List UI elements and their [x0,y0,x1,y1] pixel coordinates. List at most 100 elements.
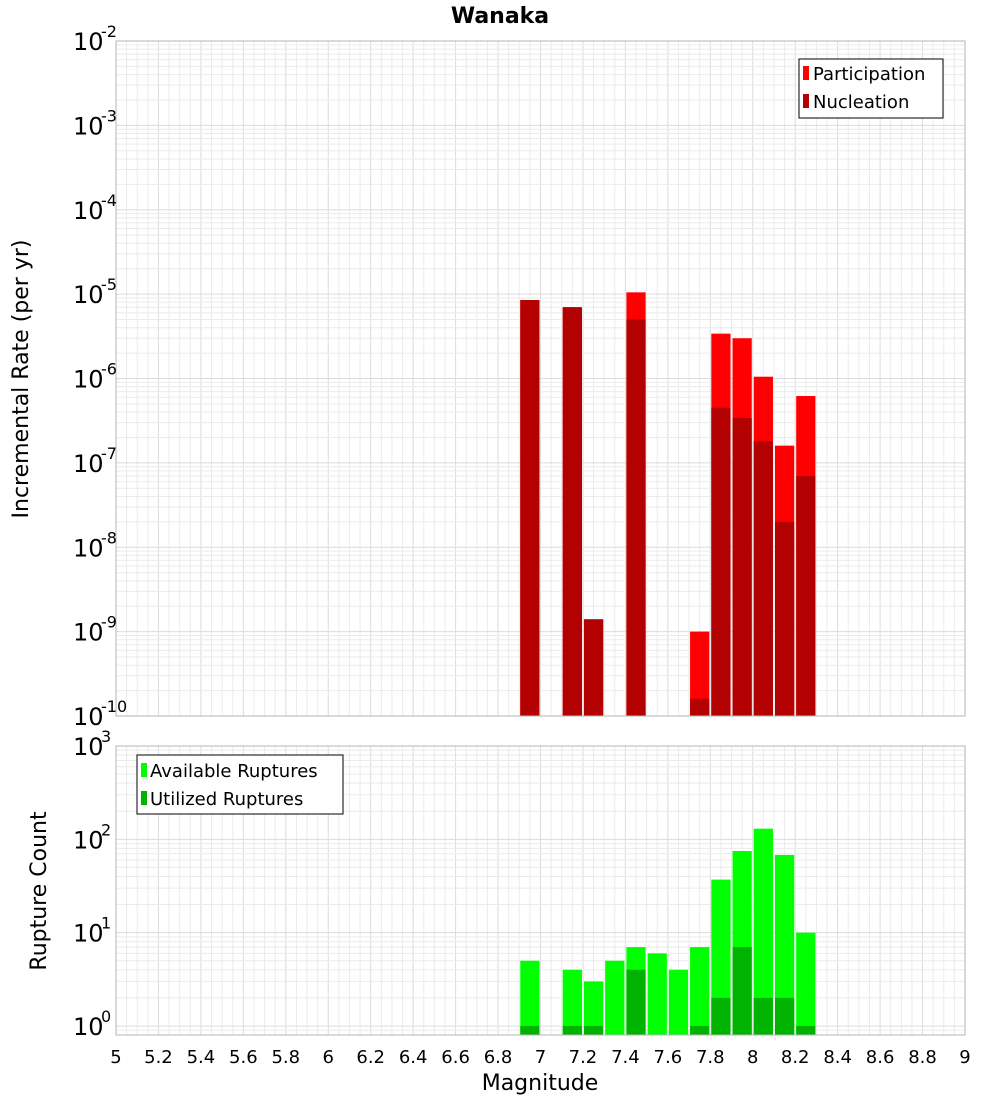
top-y-tick: 10-2 [73,22,117,56]
top-bar-nucleation [753,441,773,716]
bottom-y-tick: 102 [73,820,111,854]
x-tick-label: 8.6 [866,1047,895,1068]
bottom-y-tick-base: 10 [73,826,104,854]
top-plot-border [115,40,966,717]
top-y-tick-base: 10 [73,450,104,478]
legend-swatch-nucleation [803,94,809,108]
top-bar-nucleation [796,475,816,716]
bottom-y-tick: 103 [73,727,111,761]
top-y-tick: 10-5 [73,275,117,309]
bottom-plot-border [115,745,966,1036]
top-y-tick-base: 10 [73,534,104,562]
bottom-bar-available-ruptures [647,953,667,1035]
top-gridlines [115,40,966,717]
top-bar-nucleation [732,418,752,716]
legend-label-nucleation: Nucleation [813,92,909,113]
bottom-bar-utilized-ruptures [690,1025,710,1035]
top-y-tick: 10-10 [73,697,127,731]
x-tick-label: 6.6 [441,1047,470,1068]
x-tick-label: 9 [959,1047,970,1068]
bottom-bar-utilized-ruptures [520,1025,540,1035]
top-y-tick-base: 10 [73,281,104,309]
legend-swatch-utilized [141,791,147,805]
x-tick-label: 7.8 [696,1047,725,1068]
top-bar-nucleation [774,521,795,716]
top-bar-nucleation [711,407,731,716]
x-tick-label: 5.4 [187,1047,216,1068]
top-y-tick: 10-3 [73,106,117,140]
x-tick-label: 8.8 [908,1047,937,1068]
top-y-tick-exponent: -10 [101,697,127,716]
bottom-bar-utilized-ruptures [562,1025,582,1035]
bottom-bar-available-ruptures [711,879,731,1035]
legend-label-utilized: Utilized Ruptures [150,789,303,810]
bottom-bar-utilized-ruptures [583,1025,604,1035]
x-tick-label: 5.2 [144,1047,173,1068]
x-tick-label: 7.2 [569,1047,598,1068]
x-tick-label: 8.2 [781,1047,810,1068]
bottom-bar-utilized-ruptures [732,947,752,1035]
legend-label-available: Available Ruptures [150,761,318,782]
top-bar-nucleation [626,319,646,716]
x-tick-label: 5.6 [229,1047,258,1068]
x-tick-label: 5.8 [271,1047,300,1068]
top-y-tick: 10-9 [73,613,117,647]
legend-swatch-available [141,763,147,777]
x-tick-labels: 5 5.2 5.4 5.6 5.8 6 6.2 6.4 6.6 6.8 7 7.2 7.4 7.6 7.8 8… [110,1047,970,1068]
legend-label-participation: Participation [813,64,925,85]
bottom-y-tick-base: 10 [73,733,104,761]
top-y-tick-base: 10 [73,28,104,56]
chart-title: Wanaka [451,4,549,29]
bottom-bar-available-ruptures [668,969,689,1035]
x-tick-label: 6.4 [399,1047,428,1068]
top-bar-participation [690,631,710,716]
x-tick-label: 7.6 [654,1047,683,1068]
bottom-y-tick-exponent: 2 [101,820,111,839]
bottom-y-tick-exponent: 3 [101,727,111,746]
top-y-tick-exponent: -4 [101,191,117,210]
x-tick-label: 6.8 [484,1047,513,1068]
bottom-bar-utilized-ruptures [711,997,731,1035]
bottom-y-tick-base: 10 [73,1013,104,1041]
bottom-y-tick-base: 10 [73,920,104,948]
bottom-bar-utilized-ruptures [774,997,795,1035]
bottom-legend: Available Ruptures Utilized Ruptures [136,754,344,815]
top-bar-nucleation [520,300,540,716]
bottom-bar-available-ruptures [796,932,816,1035]
bottom-bar-utilized-ruptures [753,997,773,1035]
top-y-tick: 10-8 [73,528,117,562]
top-legend: Participation Nucleation [798,58,944,119]
top-y-tick-exponent: -8 [101,528,117,547]
top-y-axis-label: Incremental Rate (per yr) [9,240,34,519]
x-tick-label: 8.4 [823,1047,852,1068]
top-y-tick-exponent: -2 [101,22,117,41]
bottom-bar-available-ruptures [690,947,710,1035]
top-bar-nucleation [583,619,604,716]
x-tick-label: 8 [747,1047,758,1068]
top-y-tick-base: 10 [73,366,104,394]
bottom-bar-available-ruptures [774,854,795,1035]
top-y-tick-exponent: -3 [101,106,117,125]
top-y-tick-exponent: -9 [101,613,117,632]
x-tick-label: 7.4 [611,1047,640,1068]
legend-swatch-participation [803,66,809,80]
top-y-tick-exponent: -5 [101,275,117,294]
x-tick-label: 7 [535,1047,546,1068]
bottom-bar-utilized-ruptures [796,1025,816,1035]
bottom-bar-available-ruptures [562,969,582,1035]
bottom-bar-utilized-ruptures [626,969,646,1035]
top-bar-nucleation [562,307,582,716]
x-axis-label: Magnitude [482,1071,599,1096]
bottom-y-tick: 100 [73,1007,111,1041]
top-y-tick-base: 10 [73,703,104,731]
top-y-tick: 10-6 [73,360,117,394]
top-y-tick-exponent: -6 [101,360,117,379]
bottom-bar-available-ruptures [583,981,604,1035]
top-y-tick-exponent: -7 [101,444,117,463]
bottom-y-tick: 101 [73,914,111,948]
